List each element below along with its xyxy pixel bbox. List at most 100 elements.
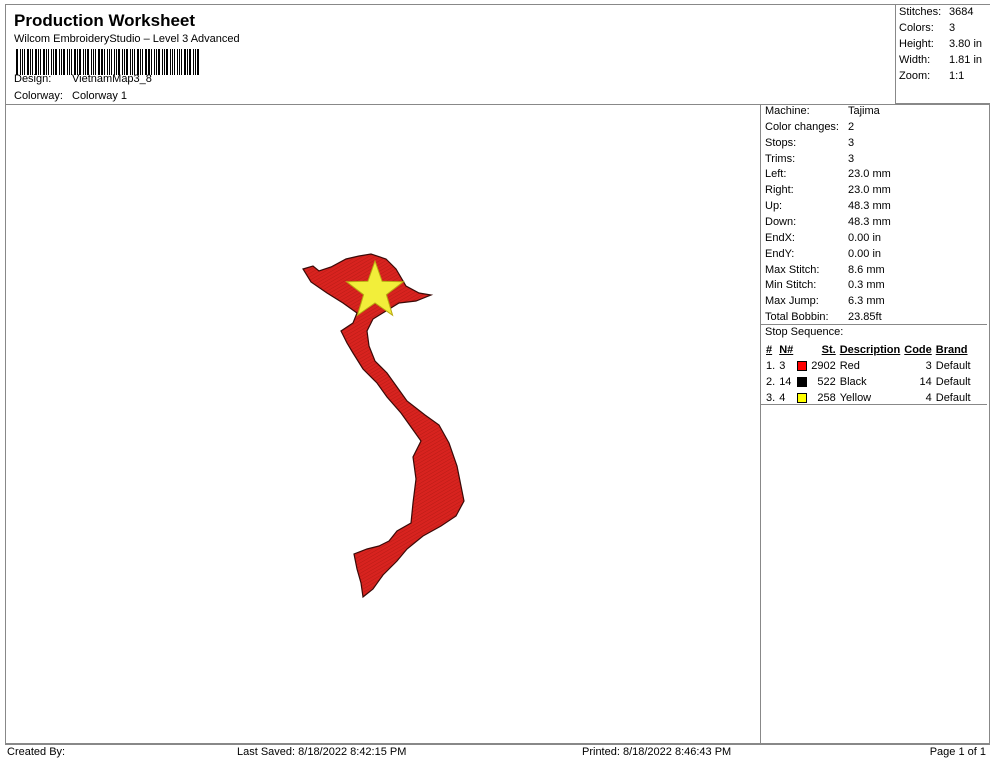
summary-value: 1.81 in xyxy=(949,54,983,66)
stop-sequence-row: 3. 4 258 Yellow 4 Default xyxy=(764,390,973,406)
barcode-bar xyxy=(195,49,197,75)
barcode-bar xyxy=(63,49,66,75)
barcode-bar xyxy=(165,49,168,75)
barcode-bar xyxy=(86,49,89,75)
column-header: St. xyxy=(821,344,836,356)
barcode-bar xyxy=(77,49,78,75)
barcode-bar xyxy=(67,49,69,75)
design-row: Design: VietnamMap3_8 xyxy=(14,73,152,85)
barcode-bar xyxy=(90,49,92,75)
barcode-bar xyxy=(161,49,163,75)
barcode-bar xyxy=(173,49,176,75)
stop-sequence-table: # N# St. Description Code Brand 1. 3 2902 Red 3 De… xyxy=(764,342,973,406)
barcode-bar xyxy=(132,49,134,75)
color-description: Yellow xyxy=(839,392,872,404)
star-shape xyxy=(345,259,405,317)
barcode-bar xyxy=(59,49,61,75)
worksheet-header: Production Worksheet Wilcom EmbroiderySt… xyxy=(5,4,990,104)
software-name: Wilcom EmbroideryStudio – Level 3 Advanc… xyxy=(14,33,240,45)
thread-brand: Default xyxy=(935,376,971,388)
printed-date: Printed: 8/18/2022 8:46:43 PM xyxy=(582,746,732,758)
machine-value: 0.00 in xyxy=(848,247,882,260)
machine-info-row: Stops: 3 xyxy=(765,137,854,149)
summary-row: Zoom: 1:1 xyxy=(899,70,964,82)
barcode-bar xyxy=(97,49,100,75)
summary-label: Stitches: xyxy=(899,6,942,18)
column-header xyxy=(795,342,809,358)
last-saved: Last Saved: 8/18/2022 8:42:15 PM xyxy=(237,746,407,758)
barcode-bar xyxy=(23,49,25,75)
barcode-bar xyxy=(181,49,183,75)
color-description: Black xyxy=(839,376,867,388)
color-swatch xyxy=(797,361,808,372)
barcode-bar xyxy=(37,49,39,75)
machine-label: Right: xyxy=(765,184,794,197)
machine-value: 23.0 mm xyxy=(848,168,891,181)
barcode-bar xyxy=(29,49,31,75)
color-description: Red xyxy=(839,360,860,372)
barcode-bar xyxy=(74,49,77,75)
machine-label: Total Bobbin: xyxy=(765,311,829,324)
machine-label: EndX: xyxy=(765,231,795,244)
summary-value: 3.80 in xyxy=(949,38,983,50)
barcode-bar xyxy=(157,49,160,75)
summary-row: Stitches: 3684 xyxy=(899,6,973,18)
barcode-bar xyxy=(21,49,23,75)
barcode-bar xyxy=(16,49,18,75)
barcode-bar xyxy=(103,49,105,75)
barcode-bar xyxy=(53,49,55,75)
vietnam-map-shape xyxy=(302,253,465,599)
barcode-bar xyxy=(26,49,29,75)
summary-label: Colors: xyxy=(899,22,934,34)
machine-info-row: Trims: 3 xyxy=(765,153,854,165)
machine-value: 48.3 mm xyxy=(848,200,891,213)
summary-value: 3684 xyxy=(949,6,974,18)
machine-info-row: EndY: 0.00 in xyxy=(765,248,881,260)
machine-label: Trims: xyxy=(765,152,796,165)
barcode-bar xyxy=(155,49,157,75)
machine-value: 0.3 mm xyxy=(848,279,885,292)
barcode-bar xyxy=(110,49,113,75)
machine-label: Max Jump: xyxy=(765,295,819,308)
machine-info-row: Machine: Tajima xyxy=(765,105,880,117)
barcode-bar xyxy=(193,49,195,75)
barcode-bar xyxy=(187,49,189,75)
machine-info-row: Right: 23.0 mm xyxy=(765,184,891,196)
machine-label: Min Stitch: xyxy=(765,279,817,292)
barcode-bar xyxy=(179,49,181,75)
stop-number: 3. xyxy=(766,392,776,404)
summary-box: Stitches: 3684 Colors: 3 Height: 3.80 in Width… xyxy=(895,4,990,104)
barcode-bar xyxy=(147,49,150,75)
machine-info-row: Total Bobbin: 23.85ft xyxy=(765,311,882,323)
barcode-bar xyxy=(69,49,71,75)
barcode-bar xyxy=(116,49,118,75)
stitch-count: 2902 xyxy=(811,360,836,372)
barcode xyxy=(16,49,201,75)
barcode-bar xyxy=(82,49,84,75)
machine-value: 6.3 mm xyxy=(848,295,885,308)
barcode-bar xyxy=(39,49,41,75)
machine-info-row: Max Stitch: 8.6 mm xyxy=(765,264,885,276)
column-header: N# xyxy=(779,344,794,356)
colorway-row: Colorway: Colorway 1 xyxy=(14,90,127,102)
barcode-bar xyxy=(19,49,21,75)
summary-value: 1:1 xyxy=(949,70,965,82)
stitch-count: 522 xyxy=(817,376,836,388)
machine-label: Down: xyxy=(765,215,797,228)
barcode-bar xyxy=(61,49,63,75)
machine-label: Left: xyxy=(765,168,787,181)
machine-value: 0.00 in xyxy=(848,231,882,244)
machine-value: 23.85ft xyxy=(848,311,882,324)
barcode-bar xyxy=(126,49,129,75)
machine-info-row: Up: 48.3 mm xyxy=(765,200,891,212)
machine-info-row: Max Jump: 6.3 mm xyxy=(765,295,885,307)
machine-value: 8.6 mm xyxy=(848,263,885,276)
barcode-bar xyxy=(197,49,200,75)
page-title: Production Worksheet xyxy=(14,11,196,30)
barcode-bar xyxy=(142,49,143,75)
machine-label: EndY: xyxy=(765,247,795,260)
column-header: # xyxy=(766,344,773,356)
machine-label: Color changes: xyxy=(765,120,839,133)
color-swatch xyxy=(797,377,808,388)
barcode-bar xyxy=(79,49,81,75)
